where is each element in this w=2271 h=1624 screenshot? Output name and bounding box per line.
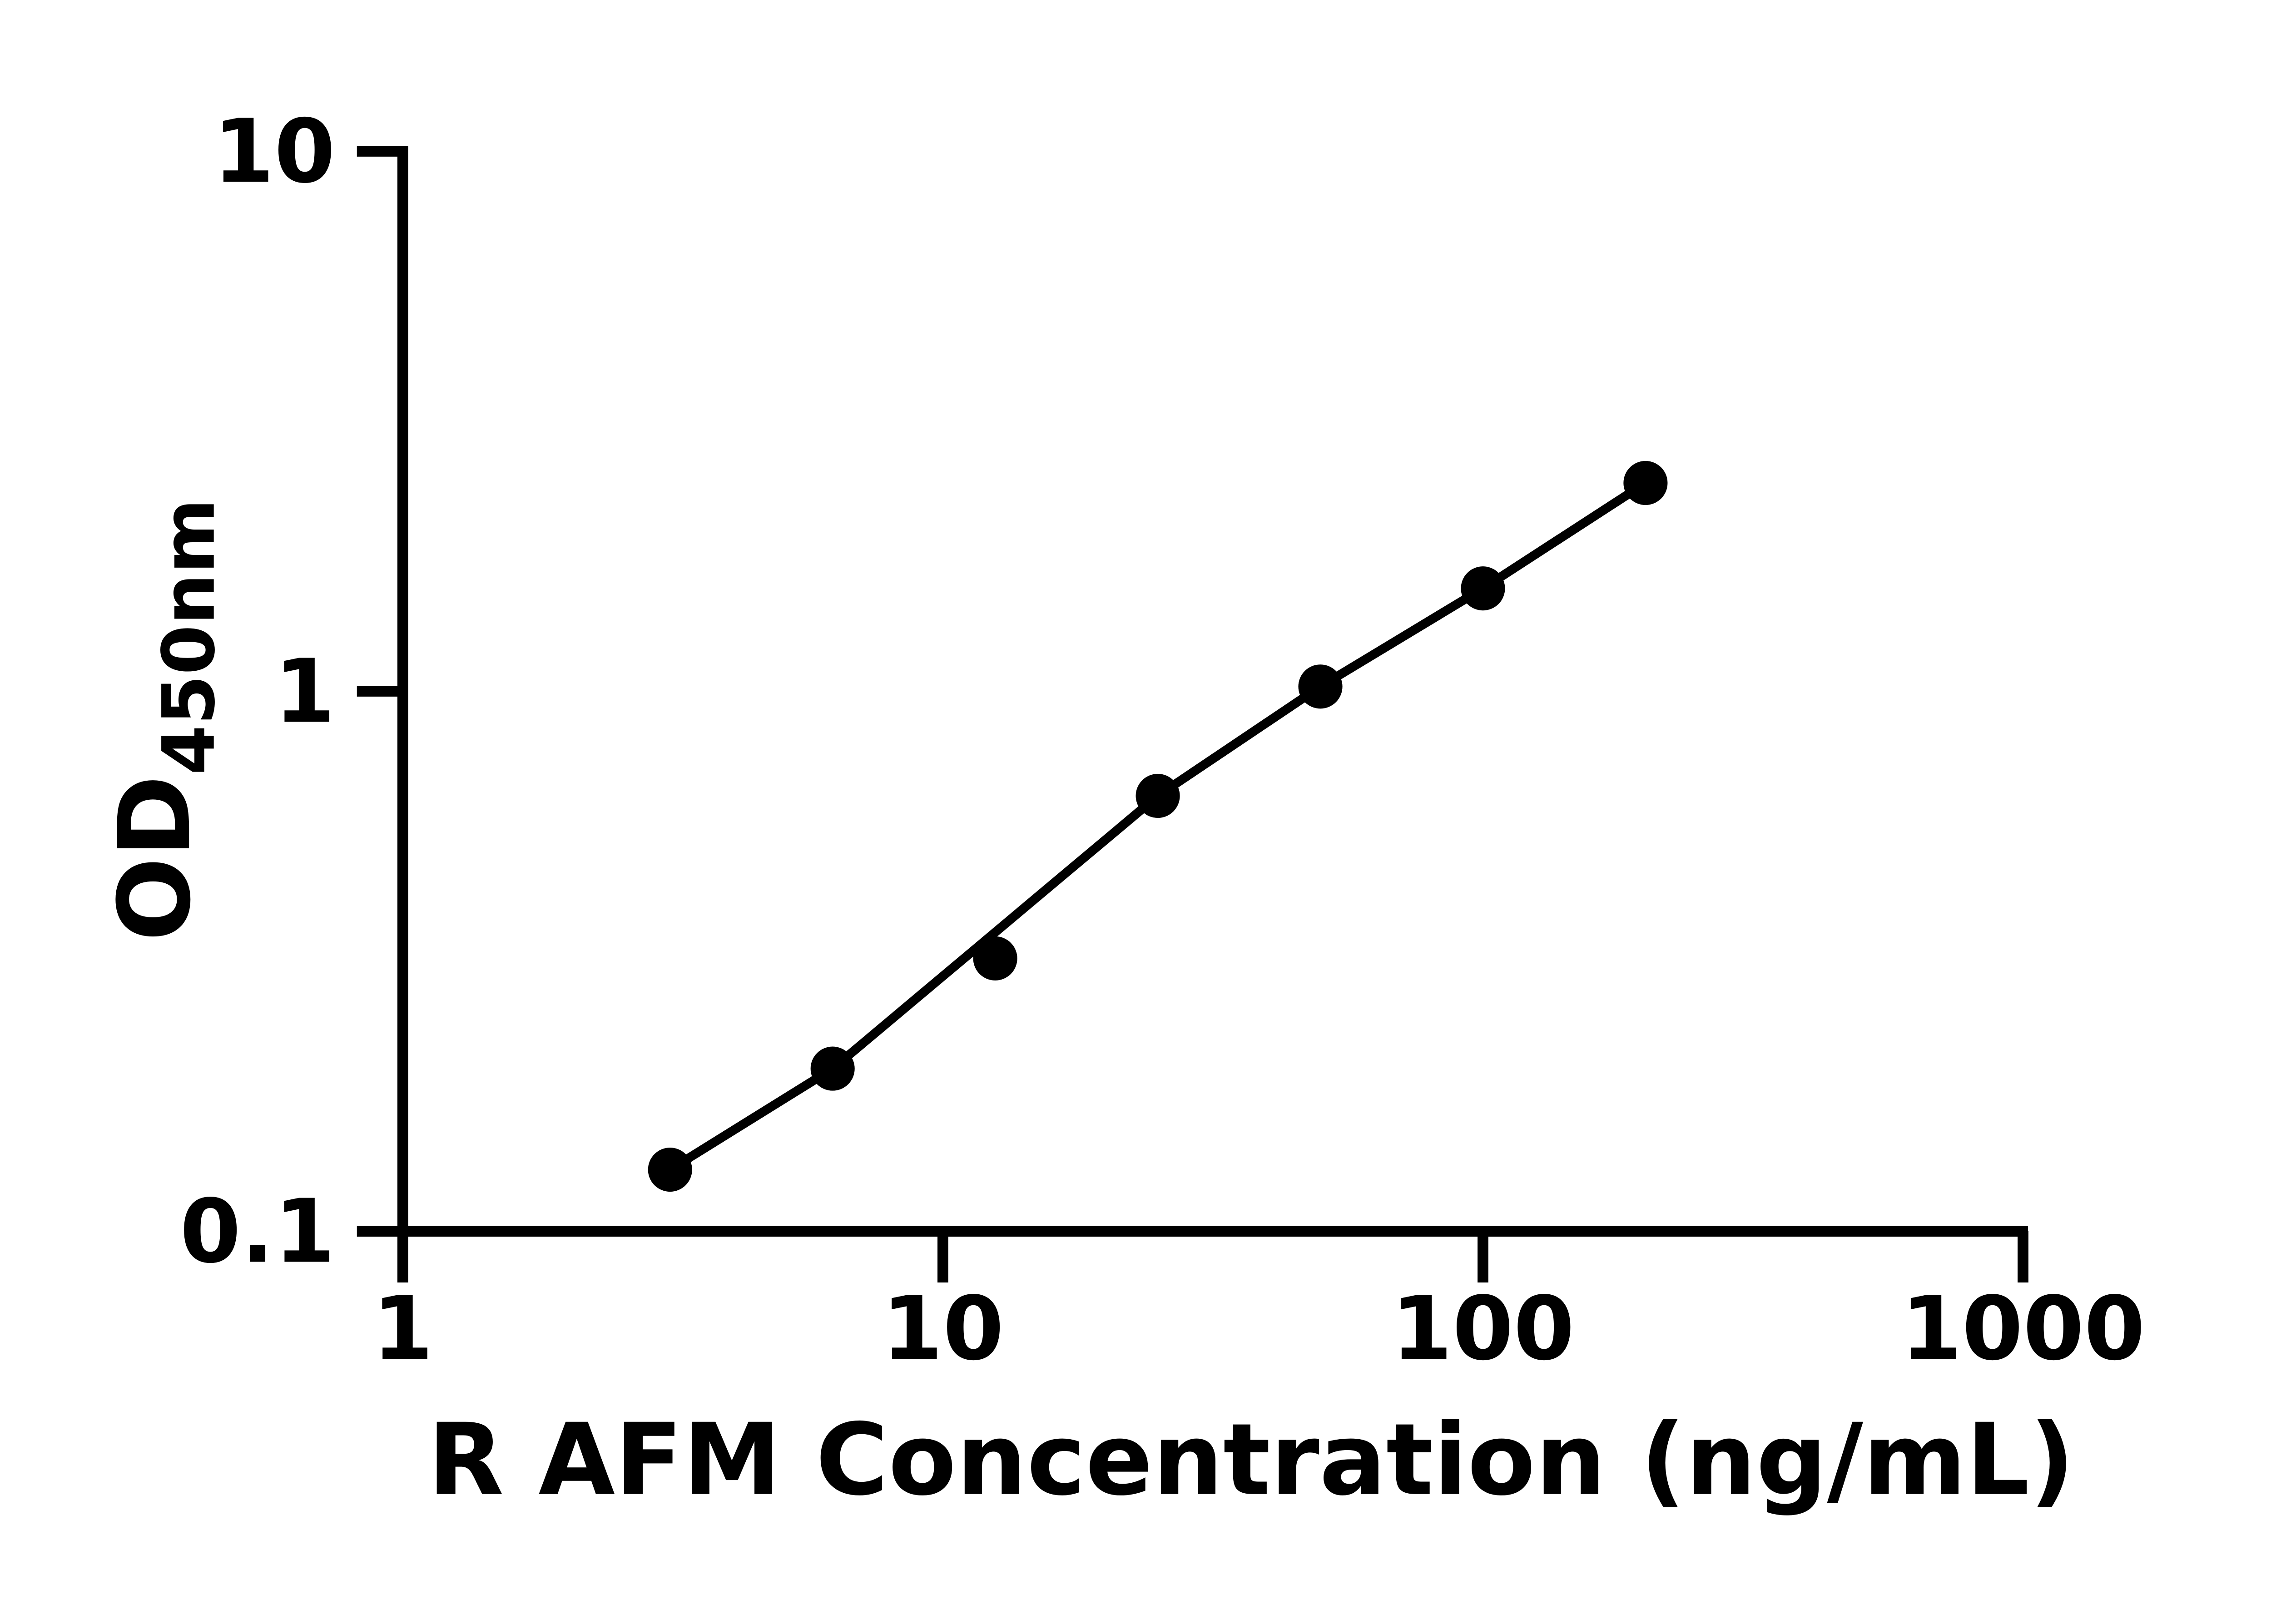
data-point-marker [1298,664,1343,709]
data-point-marker [648,1148,692,1192]
trend-line [665,478,1650,1174]
y-axis-title: OD450nm [98,499,231,941]
data-point-marker [810,1046,855,1091]
y-axis-ticks [357,146,403,1237]
data-point-marker [973,936,1017,980]
data-point-marker [1136,773,1180,818]
x-tick-label: 100 [1391,1277,1574,1380]
x-axis: 1 10 100 1000 [372,1226,2145,1380]
y-tick-label: 1 [274,640,335,743]
data-point-marker [1461,566,1505,611]
y-tick-label: 10 [213,100,335,203]
y-axis-tick-labels: 0.1 1 10 [180,100,335,1282]
y-axis: 0.1 1 10 [180,100,408,1282]
x-tick-label: 10 [882,1277,1004,1380]
y-axis-title-main: OD [98,775,213,941]
x-axis-ticks [397,1231,2028,1283]
data-point-marker [1623,460,1668,505]
x-axis-title: R AFM Concentration (ng/mL) [428,1403,2075,1518]
x-tick-label: 1 [372,1277,433,1380]
x-axis-tick-labels: 1 10 100 1000 [372,1277,2145,1380]
x-tick-label: 1000 [1901,1277,2145,1380]
data-series [648,460,1668,1192]
y-tick-label: 0.1 [180,1180,335,1282]
y-axis-title-subscript: 450nm [148,499,231,775]
